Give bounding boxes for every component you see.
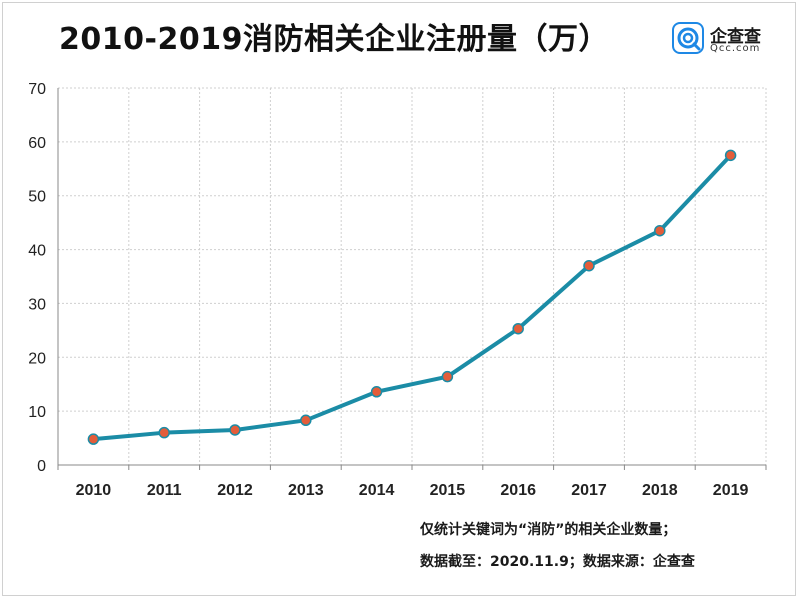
brand-name: 企查查 xyxy=(710,27,761,47)
x-tick-label: 2010 xyxy=(76,482,112,499)
y-tick-label: 70 xyxy=(28,81,46,98)
axes xyxy=(57,88,767,470)
data-point xyxy=(370,386,383,398)
x-tick-label: 2015 xyxy=(430,482,466,499)
footnote-scope: 仅统计关键词为“消防”的相关企业数量； xyxy=(420,522,677,538)
y-tick-labels: 0 10 20 30 40 50 60 70 xyxy=(28,81,46,475)
series-line xyxy=(91,153,733,442)
data-point xyxy=(583,259,595,272)
data-point xyxy=(158,426,170,439)
x-tick-label: 2014 xyxy=(359,482,395,499)
x-tick-label: 2012 xyxy=(217,482,253,499)
x-tick-label: 2016 xyxy=(500,482,536,499)
grid-lines xyxy=(58,87,767,465)
chart-title: 2010-2019消防相关企业注册量（万） xyxy=(59,22,609,57)
footnote-source: 数据截至：2020.11.9；数据来源：企查查 xyxy=(420,554,695,570)
x-tick-label: 2017 xyxy=(571,482,607,499)
data-point xyxy=(229,424,241,436)
x-tick-label: 2011 xyxy=(147,482,182,499)
data-point xyxy=(512,322,524,335)
data-point xyxy=(87,433,100,445)
brand-logo: 企查查 Qcc.com xyxy=(672,22,782,62)
qcc-logo-icon xyxy=(672,22,704,54)
x-tick-label: 2019 xyxy=(713,482,749,499)
y-tick-label: 0 xyxy=(37,458,46,475)
data-point xyxy=(300,414,312,427)
y-tick-label: 50 xyxy=(28,189,46,206)
y-tick-label: 60 xyxy=(28,135,46,152)
y-tick-label: 40 xyxy=(28,243,46,260)
x-tick-label: 2013 xyxy=(288,482,324,499)
y-tick-label: 20 xyxy=(28,350,46,367)
x-tick-labels: 2010 2011 2012 2013 2014 2015 2016 2017 2018 2019 xyxy=(76,482,749,499)
data-point xyxy=(441,370,454,383)
y-tick-label: 10 xyxy=(28,404,46,421)
data-point xyxy=(654,224,666,237)
series-line xyxy=(91,153,733,442)
series-markers xyxy=(87,149,737,445)
x-tick-label: 2018 xyxy=(642,482,678,499)
brand-domain: Qcc.com xyxy=(710,43,761,54)
data-point xyxy=(724,149,737,162)
y-tick-label: 30 xyxy=(28,296,46,313)
